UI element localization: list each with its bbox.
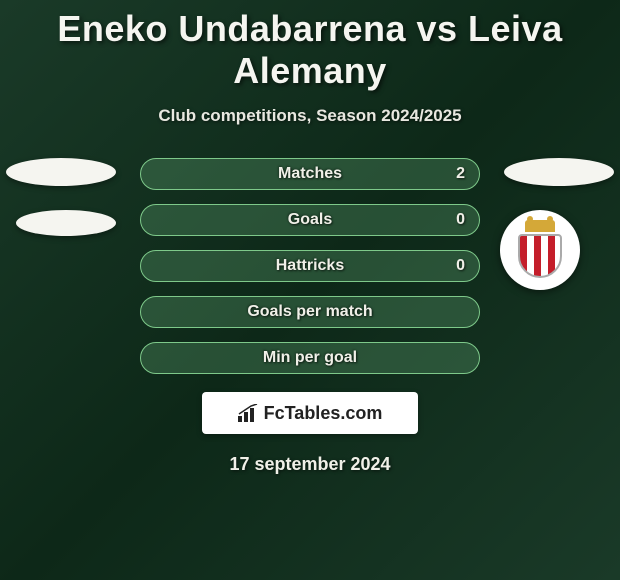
footer-date: 17 september 2024 bbox=[0, 454, 620, 475]
footer-logo: FcTables.com bbox=[202, 392, 418, 434]
stat-row-goals: Goals 0 bbox=[0, 204, 620, 236]
stat-label: Hattricks bbox=[276, 257, 344, 275]
stat-row-min-per-goal: Min per goal bbox=[0, 342, 620, 374]
footer-logo-label: FcTables.com bbox=[264, 403, 383, 424]
stat-row-matches: Matches 2 bbox=[0, 158, 620, 190]
stats-area: Matches 2 Goals 0 Hattricks 0 Goals per … bbox=[0, 158, 620, 374]
stat-row-hattricks: Hattricks 0 bbox=[0, 250, 620, 282]
stat-value-right: 0 bbox=[456, 257, 465, 275]
chart-icon bbox=[238, 404, 260, 422]
stat-value-right: 2 bbox=[456, 165, 465, 183]
subtitle: Club competitions, Season 2024/2025 bbox=[0, 106, 620, 126]
stat-pill: Goals 0 bbox=[140, 204, 480, 236]
stat-value-right: 0 bbox=[456, 211, 465, 229]
stat-label: Min per goal bbox=[263, 349, 357, 367]
stat-row-goals-per-match: Goals per match bbox=[0, 296, 620, 328]
page-title: Eneko Undabarrena vs Leiva Alemany bbox=[0, 0, 620, 92]
stat-pill: Hattricks 0 bbox=[140, 250, 480, 282]
stat-label: Goals bbox=[288, 211, 332, 229]
stat-label: Goals per match bbox=[247, 303, 372, 321]
stat-pill: Min per goal bbox=[140, 342, 480, 374]
stat-pill: Matches 2 bbox=[140, 158, 480, 190]
stat-label: Matches bbox=[278, 165, 342, 183]
stat-pill: Goals per match bbox=[140, 296, 480, 328]
